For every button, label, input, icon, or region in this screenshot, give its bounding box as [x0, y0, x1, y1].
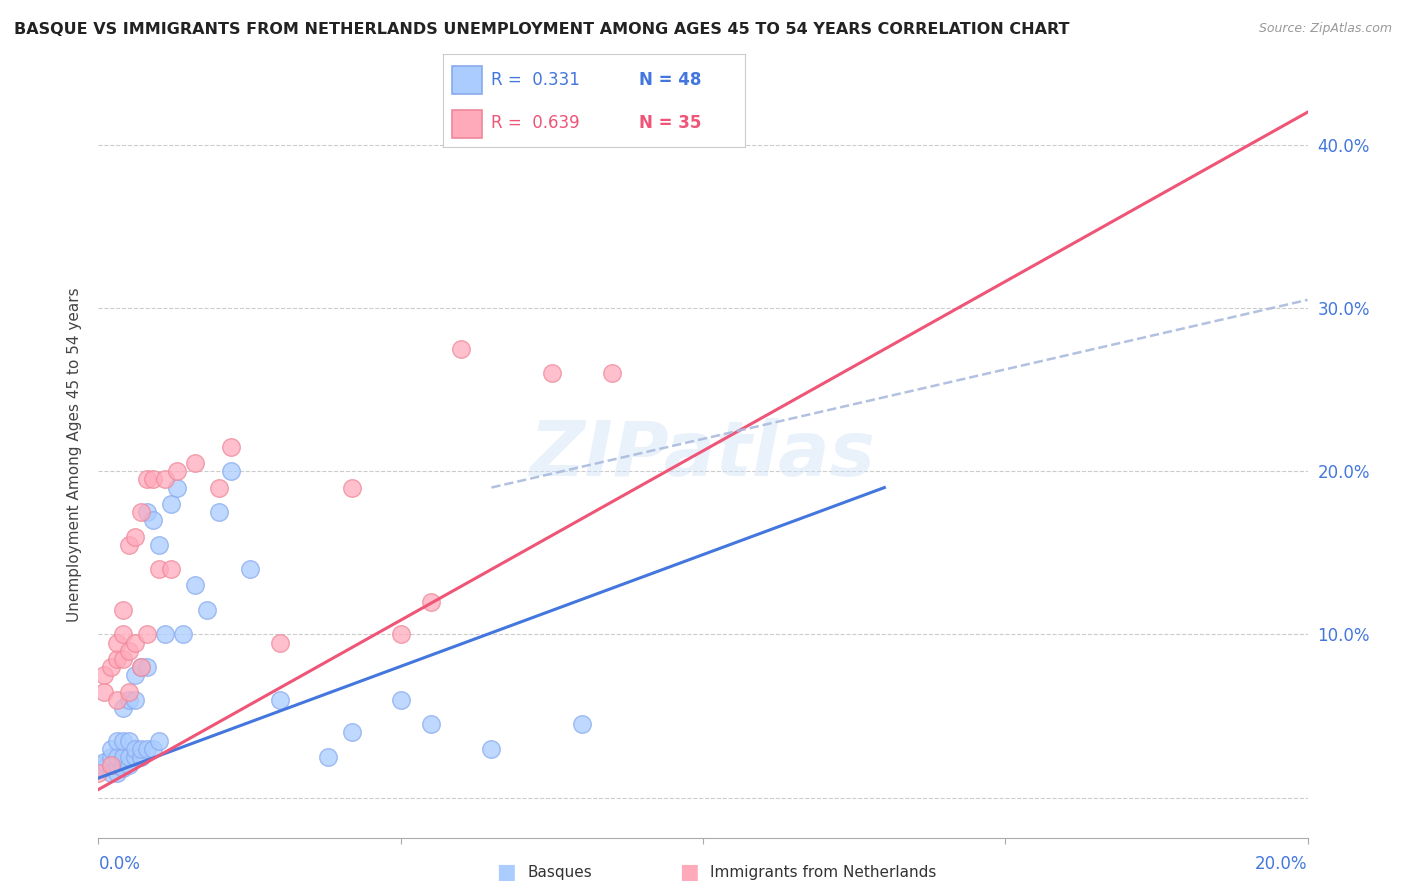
Point: [142, 741, 165, 756]
Point: [111, 701, 134, 715]
Point: [166, 481, 188, 495]
Point: [342, 481, 364, 495]
Point: [100, 741, 122, 756]
Point: [316, 750, 339, 764]
Point: [111, 652, 134, 666]
Point: [118, 538, 141, 552]
Point: [118, 758, 141, 772]
Point: [129, 750, 152, 764]
Text: Source: ZipAtlas.com: Source: ZipAtlas.com: [1258, 22, 1392, 36]
Bar: [451, 66, 482, 94]
Point: [153, 627, 176, 641]
Point: [100, 750, 122, 764]
Point: [135, 741, 157, 756]
Point: [111, 627, 134, 641]
Point: [100, 660, 122, 674]
Point: [135, 627, 157, 641]
Point: [118, 644, 141, 658]
Point: [269, 692, 291, 706]
Point: [87, 766, 110, 780]
Point: [111, 603, 134, 617]
Point: [540, 367, 562, 381]
Point: [602, 367, 624, 381]
Point: [118, 750, 141, 764]
Text: Immigrants from Netherlands: Immigrants from Netherlands: [710, 865, 936, 880]
Point: [342, 725, 364, 739]
Text: N = 35: N = 35: [640, 114, 702, 132]
Point: [118, 692, 141, 706]
Point: [118, 684, 141, 698]
Point: [184, 578, 207, 592]
Text: Basques: Basques: [527, 865, 592, 880]
Point: [93, 684, 115, 698]
Bar: [451, 110, 482, 138]
Text: R =  0.331: R = 0.331: [491, 70, 581, 88]
Point: [208, 481, 231, 495]
Point: [124, 529, 146, 543]
Point: [93, 668, 115, 682]
Text: ■: ■: [679, 863, 699, 882]
Point: [166, 464, 188, 478]
Point: [195, 603, 218, 617]
Text: ■: ■: [496, 863, 516, 882]
Point: [105, 758, 128, 772]
Point: [142, 472, 165, 486]
Point: [129, 660, 152, 674]
Point: [100, 758, 122, 772]
Point: [420, 717, 443, 731]
Point: [111, 750, 134, 764]
Point: [160, 562, 183, 576]
Point: [93, 761, 115, 775]
Point: [93, 755, 115, 769]
Point: [105, 766, 128, 780]
Point: [450, 342, 472, 356]
Point: [208, 505, 231, 519]
Point: [111, 733, 134, 747]
Point: [105, 652, 128, 666]
Point: [124, 668, 146, 682]
Point: [239, 562, 262, 576]
Point: [124, 692, 146, 706]
Point: [153, 472, 176, 486]
Point: [135, 505, 157, 519]
Text: N = 48: N = 48: [640, 70, 702, 88]
Point: [148, 538, 170, 552]
Point: [184, 456, 207, 470]
Text: BASQUE VS IMMIGRANTS FROM NETHERLANDS UNEMPLOYMENT AMONG AGES 45 TO 54 YEARS COR: BASQUE VS IMMIGRANTS FROM NETHERLANDS UN…: [14, 22, 1070, 37]
Point: [389, 627, 412, 641]
Point: [148, 733, 170, 747]
Point: [105, 750, 128, 764]
Point: [118, 733, 141, 747]
Point: [269, 635, 291, 649]
Text: ZIPatlas: ZIPatlas: [530, 418, 876, 491]
Point: [481, 741, 503, 756]
Text: 20.0%: 20.0%: [1256, 855, 1308, 872]
Y-axis label: Unemployment Among Ages 45 to 54 years: Unemployment Among Ages 45 to 54 years: [66, 287, 82, 623]
Text: 0.0%: 0.0%: [98, 855, 141, 872]
Point: [129, 741, 152, 756]
Point: [142, 513, 165, 527]
Point: [172, 627, 194, 641]
Point: [124, 750, 146, 764]
Point: [100, 766, 122, 780]
Point: [129, 505, 152, 519]
Point: [87, 758, 110, 772]
Point: [135, 660, 157, 674]
Text: R =  0.639: R = 0.639: [491, 114, 579, 132]
Point: [420, 595, 443, 609]
Point: [105, 733, 128, 747]
Point: [221, 440, 243, 454]
Point: [124, 741, 146, 756]
Point: [129, 660, 152, 674]
Point: [160, 497, 183, 511]
Point: [148, 562, 170, 576]
Point: [221, 464, 243, 478]
Point: [571, 717, 593, 731]
Point: [105, 692, 128, 706]
Point: [389, 692, 412, 706]
Point: [124, 635, 146, 649]
Point: [111, 761, 134, 775]
Point: [135, 472, 157, 486]
Point: [105, 635, 128, 649]
